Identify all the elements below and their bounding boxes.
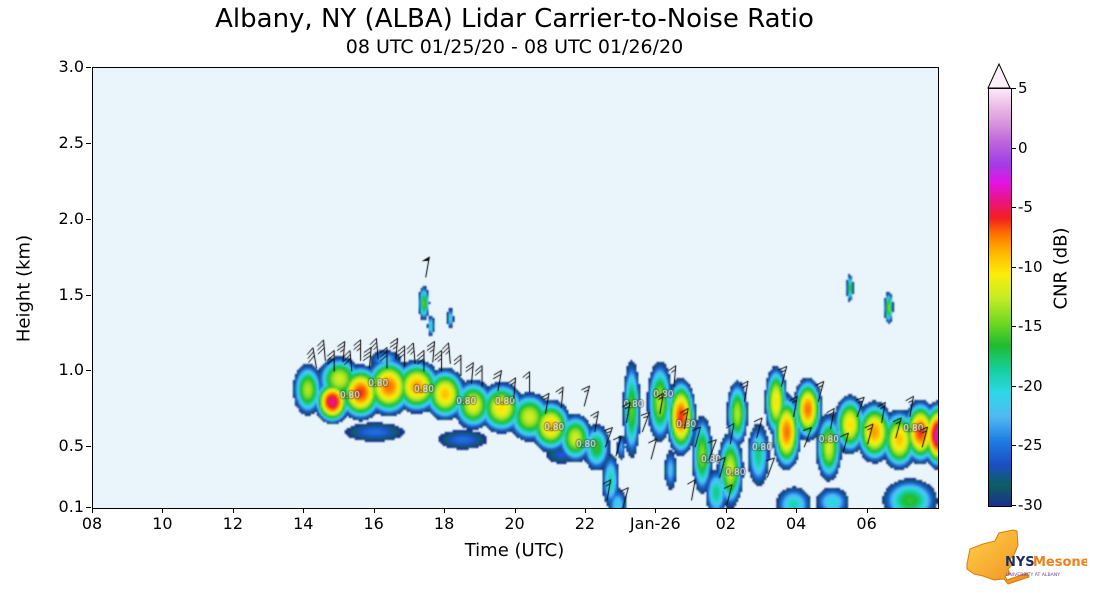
x-tick-mark (444, 508, 446, 513)
colorbar-tick-mark (1011, 88, 1016, 89)
x-tick-mark (866, 508, 868, 513)
y-tick-mark (86, 67, 91, 68)
colorbar-tick-mark (1011, 385, 1016, 387)
colorbar-over-arrow-icon (987, 63, 1011, 89)
colorbar-tick-mark (1011, 266, 1016, 268)
x-tick-label: 22 (574, 514, 596, 533)
colorbar-label: CNR (dB) (1050, 227, 1072, 310)
x-tick-mark (655, 508, 657, 513)
y-tick-label: 0.5 (58, 436, 84, 456)
x-tick-mark (514, 508, 516, 513)
logo-mesonet-text: Mesonet (1033, 555, 1087, 570)
x-tick-mark (373, 508, 375, 513)
plot-area (92, 67, 939, 509)
x-tick-label: 18 (433, 514, 455, 533)
colorbar-gradient-canvas (989, 89, 1011, 506)
x-tick-mark (584, 508, 586, 513)
x-tick-label: 20 (504, 514, 525, 533)
x-tick-mark (232, 508, 234, 513)
y-tick-label: 1.0 (58, 360, 84, 380)
colorbar (988, 88, 1012, 507)
x-tick-label: 10 (152, 514, 173, 533)
colorbar-tick-label: 0 (1018, 138, 1028, 157)
colorbar-tick-label: -25 (1018, 436, 1043, 455)
x-tick-mark (725, 508, 727, 513)
colorbar-tick-label: -5 (1018, 198, 1033, 217)
x-tick-mark (162, 508, 164, 513)
figure-subtitle: 08 UTC 01/25/20 - 08 UTC 01/26/20 (345, 36, 684, 58)
y-tick-mark (86, 294, 91, 296)
colorbar-tick-mark (1011, 505, 1016, 506)
colorbar-tick-mark (1011, 207, 1016, 209)
x-tick-mark (92, 508, 93, 513)
x-tick-label: 08 (81, 514, 103, 533)
x-tick-label: 04 (785, 514, 807, 533)
colorbar-tick-label: 5 (1018, 79, 1028, 97)
y-axis-label: Height (km) (13, 234, 35, 343)
ny-state-shape (966, 529, 1030, 585)
x-tick-mark (796, 508, 798, 513)
y-tick-label: 2.0 (58, 208, 84, 228)
colorbar-tick-label: -15 (1018, 317, 1043, 336)
logo-university-text: UNIVERSITY AT ALBANY (1006, 572, 1060, 578)
figure-title: Albany, NY (ALBA) Lidar Carrier-to-Noise… (215, 4, 814, 34)
x-tick-label: 14 (293, 514, 314, 533)
y-tick-label: 2.5 (58, 132, 84, 152)
y-tick-label: 1.5 (58, 284, 84, 304)
nys-mesonet-logo: NYS Mesonet UNIVERSITY AT ALBANY (966, 529, 1087, 585)
colorbar-tick-label: -10 (1018, 257, 1043, 276)
cnr-heatmap-canvas (93, 68, 938, 508)
x-tick-label: 06 (856, 514, 877, 533)
y-tick-mark (86, 446, 91, 448)
colorbar-tick-mark (1011, 326, 1016, 328)
x-tick-label: 02 (715, 514, 736, 533)
colorbar-tick-mark (1011, 445, 1016, 447)
x-tick-label: Jan-26 (629, 514, 681, 533)
x-tick-label: 16 (363, 514, 384, 533)
colorbar-tick-label: -20 (1018, 376, 1043, 395)
x-tick-label: 12 (222, 514, 244, 533)
logo-nys-text: NYS (1005, 555, 1035, 570)
x-axis-label: Time (UTC) (464, 540, 565, 561)
y-tick-label: 0.1 (58, 497, 84, 516)
y-tick-mark (86, 507, 91, 508)
y-tick-mark (86, 218, 91, 220)
colorbar-tick-mark (1011, 147, 1016, 149)
x-tick-mark (303, 508, 305, 513)
y-tick-label: 3.0 (58, 57, 84, 76)
y-tick-mark (86, 370, 91, 372)
colorbar-tick-label: -30 (1018, 496, 1043, 514)
y-tick-mark (86, 142, 91, 144)
